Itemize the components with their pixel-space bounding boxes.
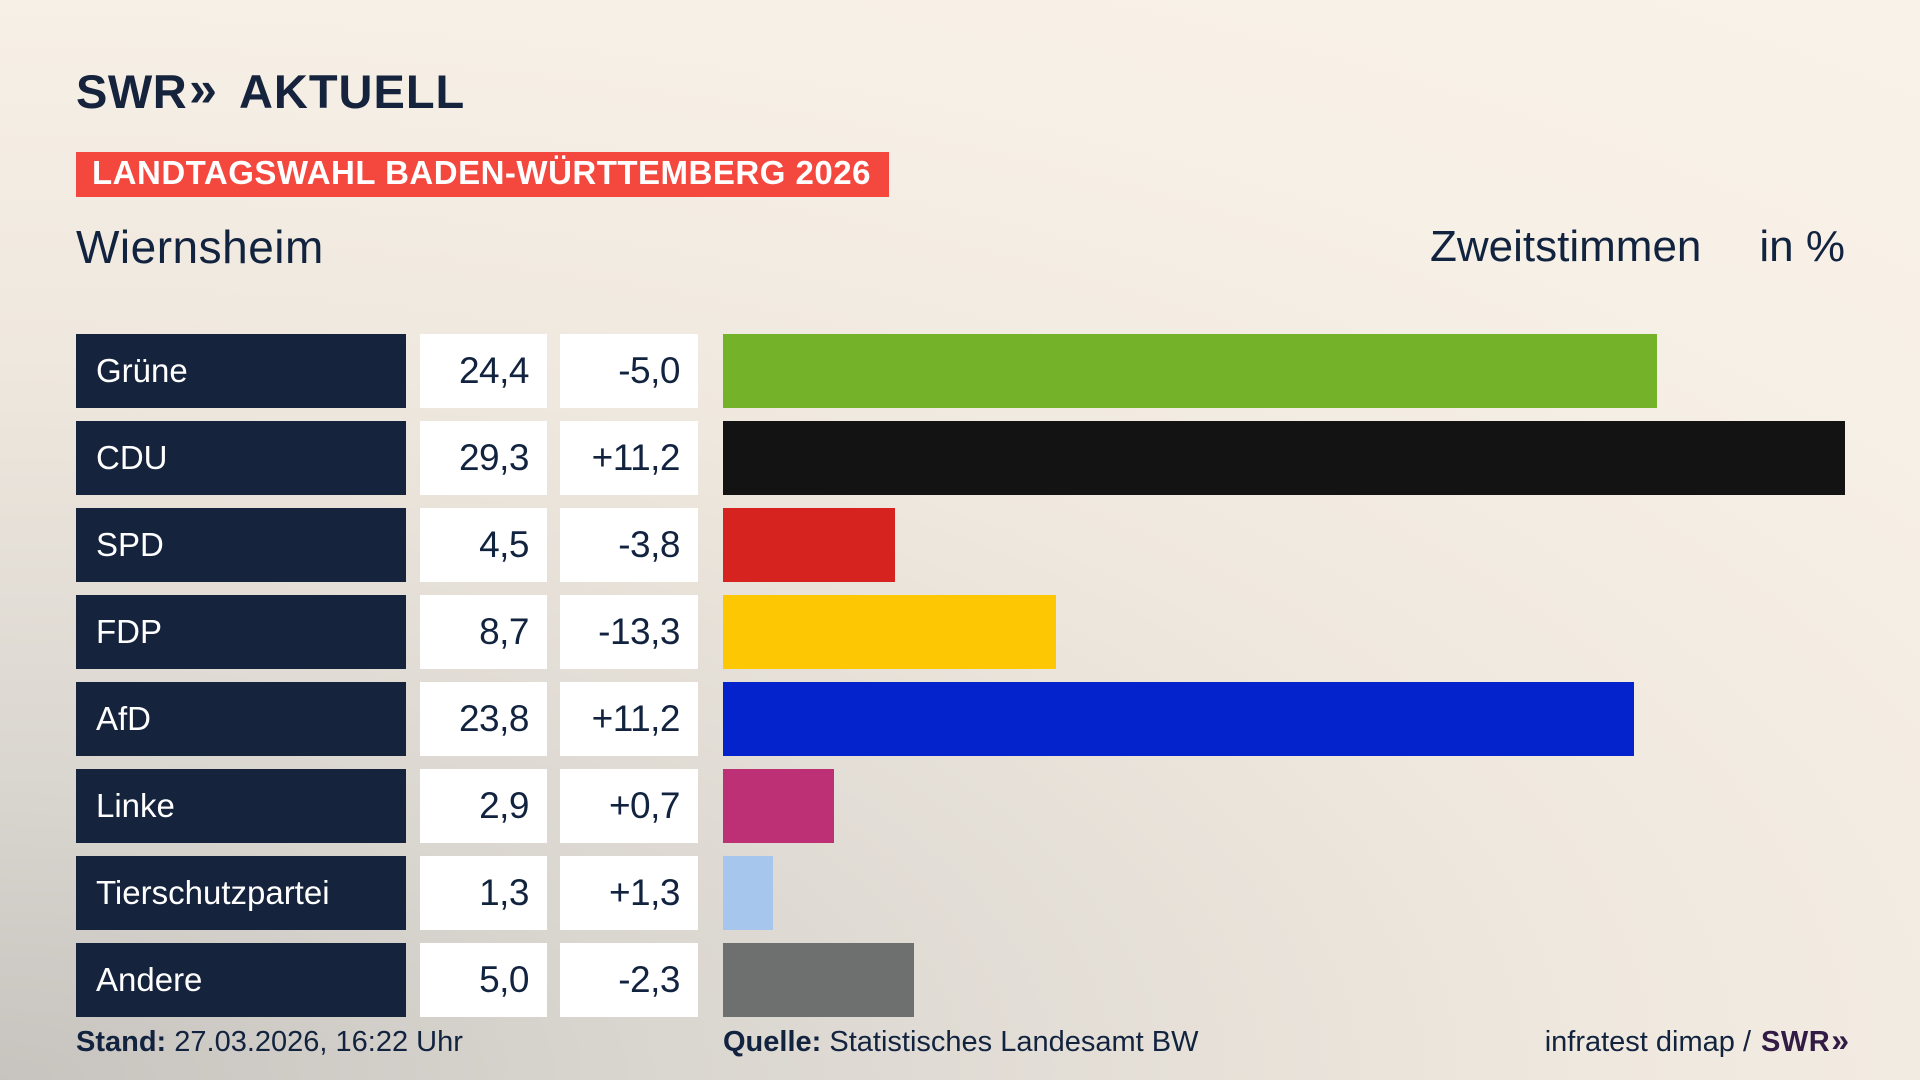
percent-value-cell: 5,0 <box>420 943 547 1017</box>
municipality-title: Wiernsheim <box>76 221 324 273</box>
bar-track <box>723 682 1845 756</box>
change-value-cell: +1,3 <box>560 856 698 930</box>
chart-row: CDU 29,3 +11,2 <box>76 421 1845 495</box>
vote-type-label: Zweitstimmen <box>1430 222 1702 271</box>
change-value-cell: -13,3 <box>560 595 698 669</box>
result-bar <box>723 682 1635 756</box>
swr-logo-chevrons-icon: » <box>189 60 217 117</box>
change-value-cell: -2,3 <box>560 943 698 1017</box>
party-label-cell: Tierschutzpartei <box>76 856 406 930</box>
stand-timestamp: Stand: 27.03.2026, 16:22 Uhr <box>76 1026 463 1059</box>
result-bar <box>723 769 835 843</box>
stand-value: 27.03.2026, 16:22 Uhr <box>174 1026 463 1058</box>
bar-track <box>723 595 1845 669</box>
vote-type-heading: Zweitstimmen in % <box>1430 222 1845 272</box>
chart-row: Tierschutzpartei 1,3 +1,3 <box>76 856 1845 930</box>
chart-row: Grüne 24,4 -5,0 <box>76 334 1845 408</box>
chart-row: FDP 8,7 -13,3 <box>76 595 1845 669</box>
party-label-cell: Linke <box>76 769 406 843</box>
party-label-cell: Grüne <box>76 334 406 408</box>
percent-value-cell: 24,4 <box>420 334 547 408</box>
source-value: Statistisches Landesamt BW <box>829 1026 1199 1058</box>
swr-footer-logo-chevrons-icon: » <box>1831 1022 1849 1058</box>
swr-logo-text: SWR <box>76 65 188 118</box>
bar-track <box>723 856 1845 930</box>
swr-footer-logo-text: SWR <box>1761 1026 1831 1058</box>
election-banner: LANDTAGSWAHL BADEN-WÜRTTEMBERG 2026 <box>76 152 889 197</box>
swr-footer-logo: SWR» <box>1761 1022 1849 1059</box>
party-label-cell: CDU <box>76 421 406 495</box>
result-bar <box>723 334 1658 408</box>
result-bar <box>723 943 915 1017</box>
bar-track <box>723 943 1845 1017</box>
result-bar <box>723 856 773 930</box>
change-value-cell: -3,8 <box>560 508 698 582</box>
percent-value-cell: 23,8 <box>420 682 547 756</box>
percent-value-cell: 4,5 <box>420 508 547 582</box>
result-bar <box>723 508 896 582</box>
party-label-cell: AfD <box>76 682 406 756</box>
results-chart: Grüne 24,4 -5,0 CDU 29,3 +11,2 SPD 4,5 -3,8 FDP 8,… <box>76 334 1845 1017</box>
source-note: Quelle: Statistisches Landesamt BW <box>723 1026 1198 1059</box>
stand-label: Stand: <box>76 1026 167 1058</box>
chart-row: Linke 2,9 +0,7 <box>76 769 1845 843</box>
party-label-cell: FDP <box>76 595 406 669</box>
unit-label: in % <box>1759 222 1845 271</box>
result-bar <box>723 421 1845 495</box>
chart-row: Andere 5,0 -2,3 <box>76 943 1845 1017</box>
source-label: Quelle: <box>723 1026 822 1058</box>
change-value-cell: +11,2 <box>560 682 698 756</box>
percent-value-cell: 2,9 <box>420 769 547 843</box>
percent-value-cell: 29,3 <box>420 421 547 495</box>
bar-track <box>723 769 1845 843</box>
percent-value-cell: 1,3 <box>420 856 547 930</box>
change-value-cell: +0,7 <box>560 769 698 843</box>
chart-row: SPD 4,5 -3,8 <box>76 508 1845 582</box>
result-bar <box>723 595 1057 669</box>
bar-track <box>723 334 1845 408</box>
title-row: Wiernsheim Zweitstimmen in % <box>76 220 1845 273</box>
swr-aktuell-logo: SWR» AKTUELL <box>76 61 466 119</box>
party-label-cell: Andere <box>76 943 406 1017</box>
credit-text: infratest dimap / <box>1544 1026 1752 1058</box>
party-label-cell: SPD <box>76 508 406 582</box>
percent-value-cell: 8,7 <box>420 595 547 669</box>
bar-track <box>723 421 1845 495</box>
credit-note: infratest dimap / SWR» <box>1544 1022 1849 1059</box>
change-value-cell: +11,2 <box>560 421 698 495</box>
aktuell-logo-text: AKTUELL <box>238 65 466 118</box>
change-value-cell: -5,0 <box>560 334 698 408</box>
chart-row: AfD 23,8 +11,2 <box>76 682 1845 756</box>
footer: Stand: 27.03.2026, 16:22 Uhr Quelle: Sta… <box>76 1022 1849 1066</box>
bar-track <box>723 508 1845 582</box>
